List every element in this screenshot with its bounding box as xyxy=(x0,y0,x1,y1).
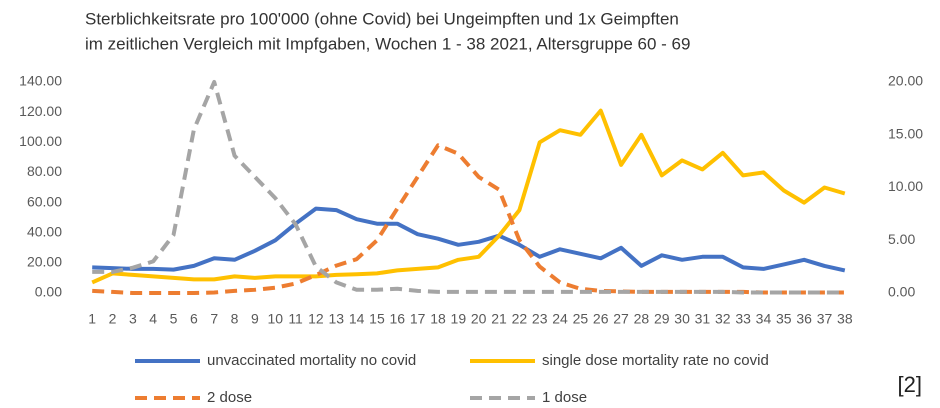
x-tick-label: 28 xyxy=(634,311,650,327)
x-tick-label: 21 xyxy=(491,311,507,327)
chart-title: Sterblichkeitsrate pro 100'000 (ohne Cov… xyxy=(85,9,679,28)
x-tick-label: 8 xyxy=(231,311,239,327)
chart-title: im zeitlichen Vergleich mit Impfgaben, W… xyxy=(85,34,690,53)
x-tick-label: 11 xyxy=(288,311,303,327)
x-tick-label: 35 xyxy=(776,311,792,327)
x-tick-label: 26 xyxy=(593,311,609,327)
legend-label: 1 dose xyxy=(542,389,587,406)
x-tick-label: 19 xyxy=(451,311,467,327)
x-tick-label: 24 xyxy=(552,311,568,327)
x-tick-label: 12 xyxy=(308,311,324,327)
x-tick-label: 13 xyxy=(328,311,344,327)
x-tick-label: 31 xyxy=(695,311,711,327)
x-tick-label: 14 xyxy=(349,311,365,327)
y-tick-label: 0.00 xyxy=(35,284,62,300)
y2-tick-label: 10.00 xyxy=(888,178,923,194)
x-tick-label: 3 xyxy=(129,311,137,327)
y2-tick-label: 15.00 xyxy=(888,125,923,141)
y-tick-label: 80.00 xyxy=(27,163,62,179)
x-tick-label: 25 xyxy=(573,311,589,327)
x-tick-label: 2 xyxy=(109,311,117,327)
y2-tick-label: 20.00 xyxy=(888,73,923,89)
x-tick-label: 36 xyxy=(796,311,812,327)
x-tick-label: 7 xyxy=(210,311,218,327)
y2-tick-label: 0.00 xyxy=(888,284,915,300)
series-line xyxy=(91,108,846,285)
x-tick-label: 1 xyxy=(88,311,96,327)
x-tick-label: 6 xyxy=(190,311,198,327)
x-tick-label: 23 xyxy=(532,311,548,327)
x-tick-label: 9 xyxy=(251,311,259,327)
x-tick-label: 38 xyxy=(837,311,853,327)
legend-label: unvaccinated mortality no covid xyxy=(207,352,416,369)
x-tick-label: 30 xyxy=(674,311,690,327)
x-tick-label: 17 xyxy=(410,311,426,327)
x-tick-label: 33 xyxy=(735,311,751,327)
legend-label: 2 dose xyxy=(207,389,252,406)
x-tick-label: 18 xyxy=(430,311,446,327)
annotation: [2] xyxy=(898,372,922,397)
x-tick-label: 22 xyxy=(512,311,528,327)
x-tick-label: 34 xyxy=(756,311,772,327)
x-tick-label: 37 xyxy=(817,311,833,327)
y-tick-label: 60.00 xyxy=(27,193,62,209)
x-tick-label: 32 xyxy=(715,311,731,327)
x-tick-label: 4 xyxy=(149,311,157,327)
y-tick-label: 140.00 xyxy=(19,73,62,89)
y2-tick-label: 5.00 xyxy=(888,231,915,247)
x-tick-label: 20 xyxy=(471,311,487,327)
x-tick-label: 10 xyxy=(267,311,283,327)
x-tick-label: 15 xyxy=(369,311,385,327)
series-line xyxy=(92,206,846,273)
y-tick-label: 100.00 xyxy=(19,133,62,149)
series-line xyxy=(92,143,845,295)
x-tick-label: 27 xyxy=(613,311,629,327)
x-tick-label: 5 xyxy=(170,311,178,327)
legend-label: single dose mortality rate no covid xyxy=(542,352,769,369)
x-tick-label: 29 xyxy=(654,311,670,327)
y-tick-label: 120.00 xyxy=(19,103,62,119)
series-line xyxy=(92,80,845,295)
y-tick-label: 40.00 xyxy=(27,223,62,239)
x-tick-label: 16 xyxy=(390,311,406,327)
y-tick-label: 20.00 xyxy=(27,254,62,270)
